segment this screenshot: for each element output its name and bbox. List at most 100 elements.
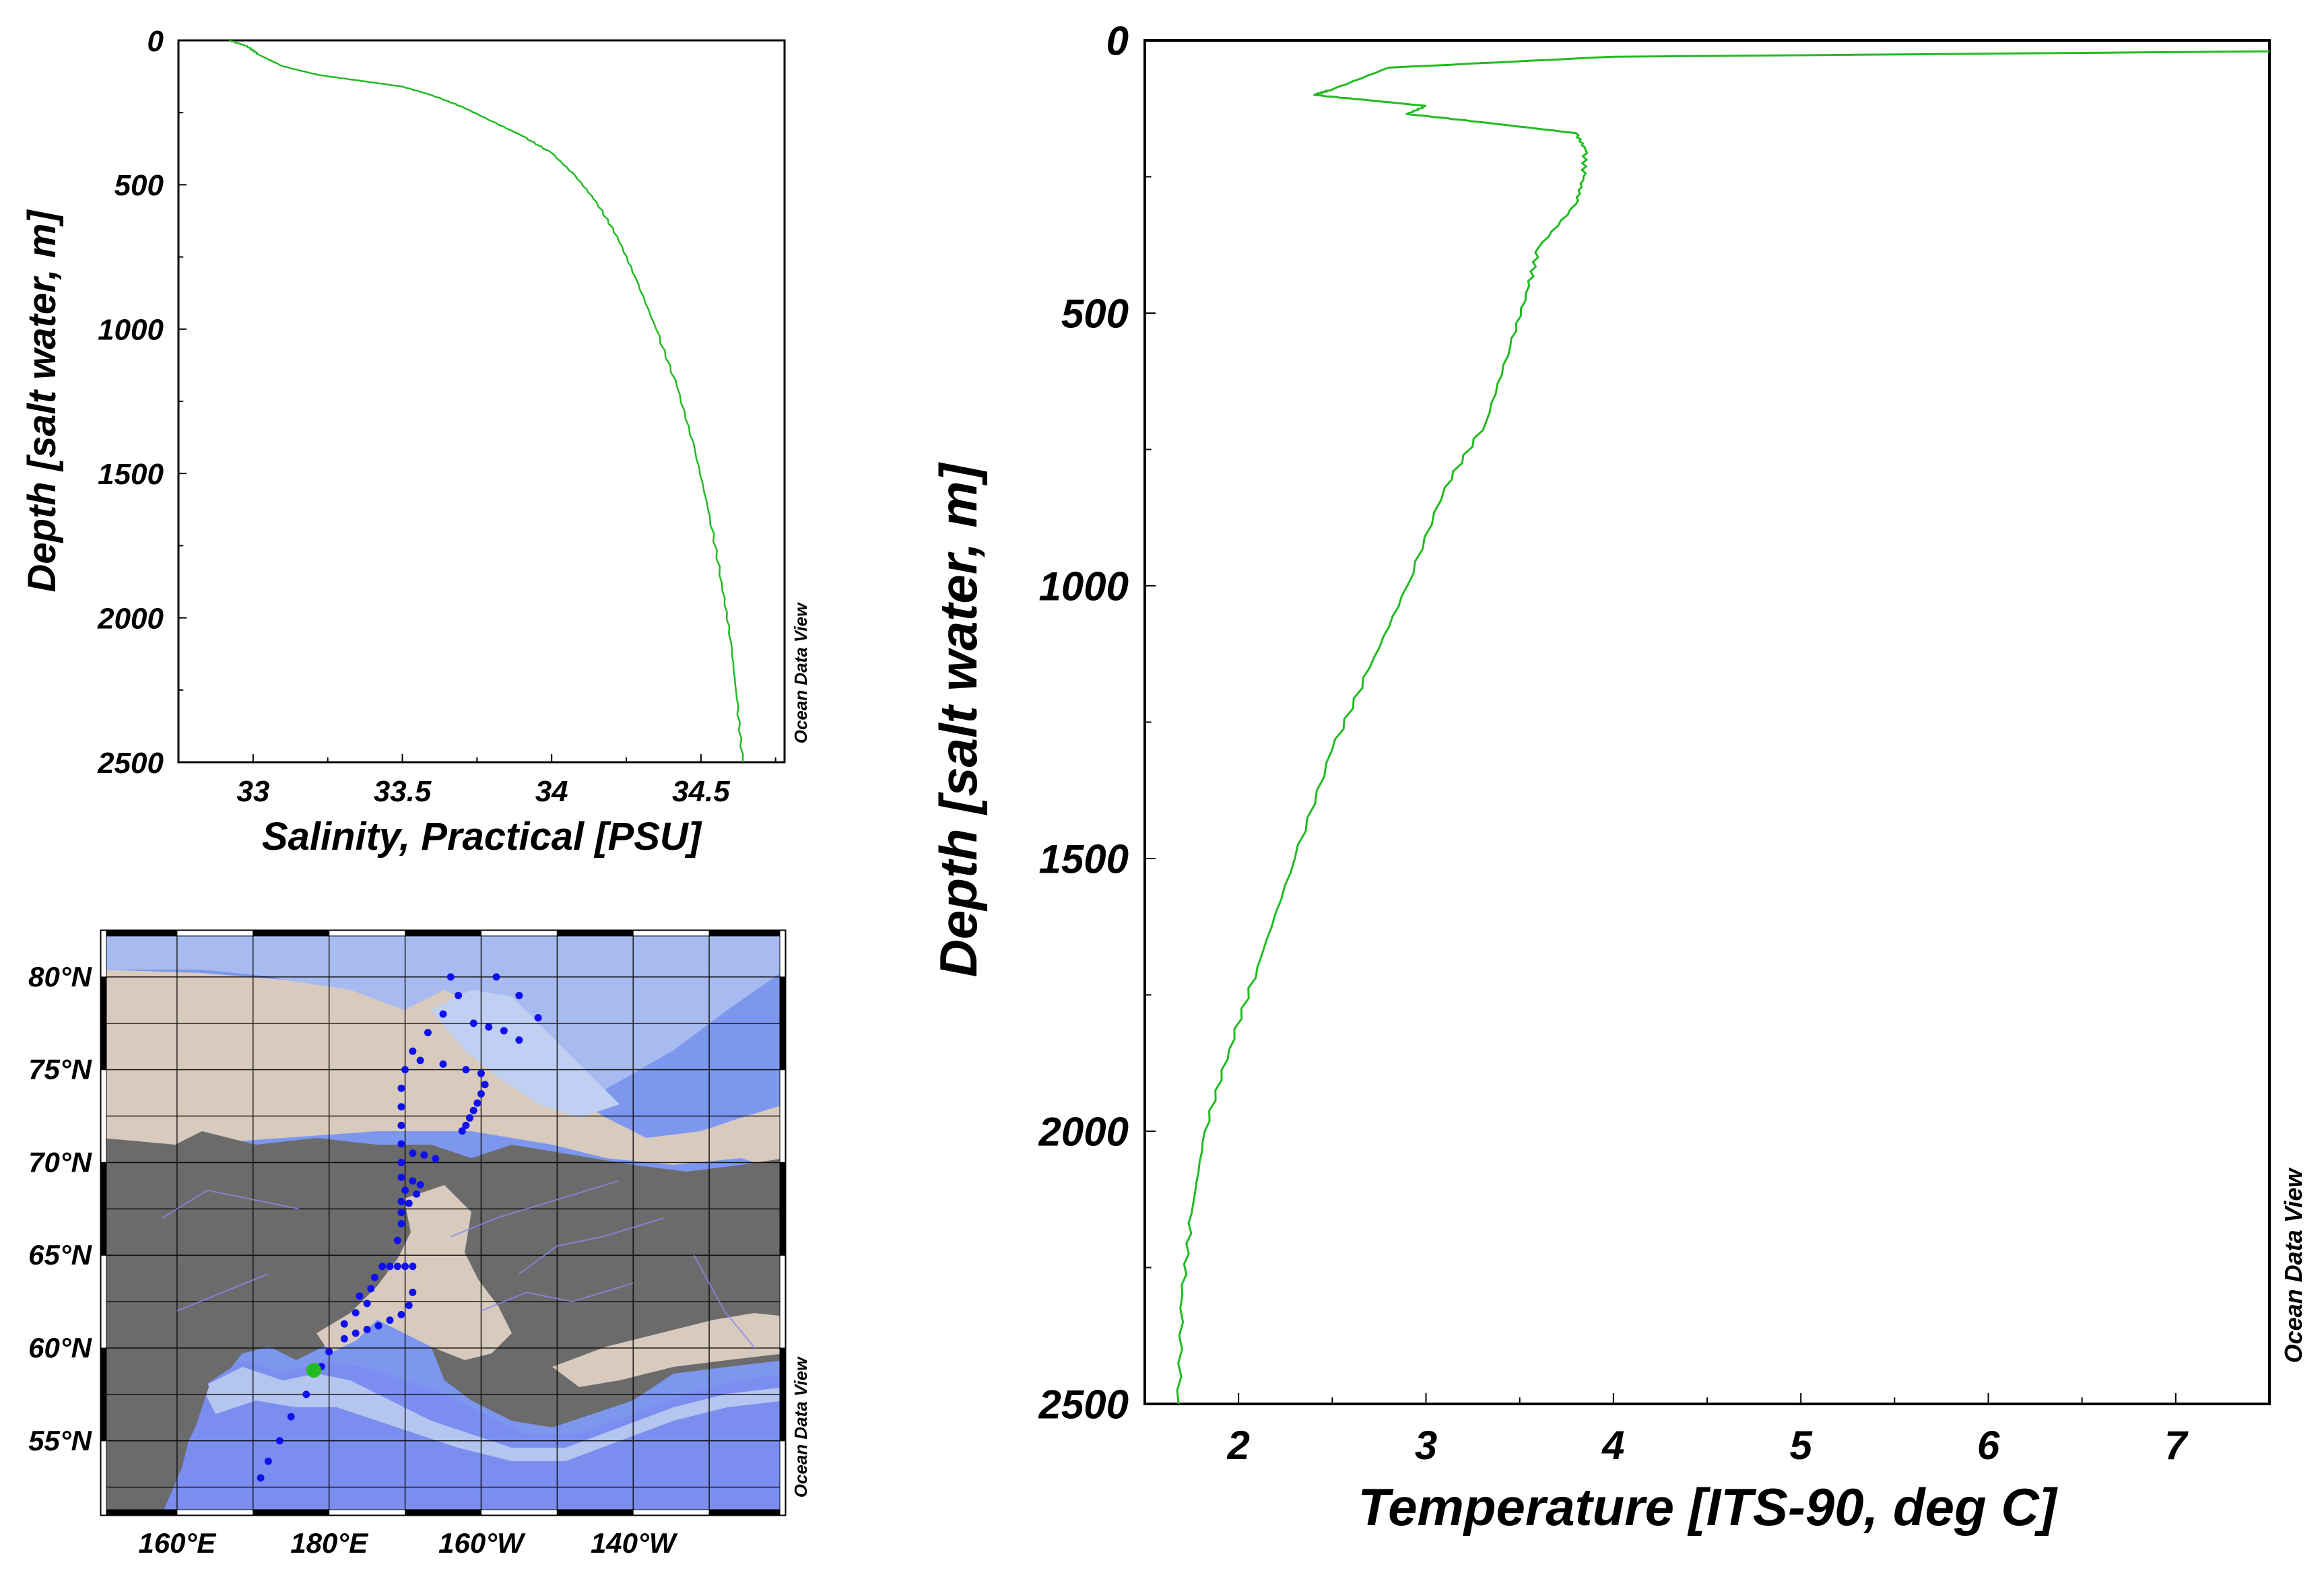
station-dot <box>500 1027 508 1035</box>
map-latitude-labels: 80°N 75°N 70°N 65°N 60°N 55°N <box>28 961 93 1456</box>
frame-scale-segment <box>100 1347 107 1442</box>
station-dot <box>374 1322 383 1330</box>
station-dot <box>409 1288 417 1296</box>
frame-scale-segment <box>708 930 786 937</box>
river-line <box>693 1254 756 1349</box>
station-dot <box>275 1437 284 1445</box>
salinity-series-line <box>228 39 744 763</box>
station-dot <box>458 1127 466 1135</box>
river-line <box>481 1282 634 1312</box>
station-dot <box>534 1014 542 1022</box>
frame-scale-segment <box>100 1509 178 1516</box>
temperature-watermark: Ocean Data View <box>2280 1168 2307 1364</box>
y-tick-label: 2000 <box>97 602 164 635</box>
station-dot <box>397 1219 405 1227</box>
latitude-label: 55°N <box>28 1425 93 1456</box>
y-tick-label: 2500 <box>97 747 164 780</box>
salinity-plot-frame <box>177 39 786 764</box>
station-dot <box>386 1263 394 1271</box>
station-dot <box>405 1302 413 1310</box>
station-dot <box>477 1089 485 1098</box>
map-scale-frame <box>100 930 786 1516</box>
salinity-x-axis-label: Salinity, Practical [PSU] <box>262 815 702 859</box>
station-dot <box>432 1155 440 1163</box>
longitude-label: 180°E <box>290 1527 369 1559</box>
station-dot <box>397 1084 405 1092</box>
station-dot <box>416 1181 424 1189</box>
x-tick-label: 33 <box>236 775 269 808</box>
station-dot <box>257 1474 265 1482</box>
x-tick-label: 34.5 <box>672 775 730 808</box>
station-dot <box>439 1060 447 1068</box>
river-line <box>161 1189 299 1219</box>
frame-scale-segment <box>253 930 330 937</box>
latitude-label: 65°N <box>28 1239 93 1271</box>
y-tick-label: 1000 <box>98 314 164 347</box>
station-dot <box>477 1069 485 1077</box>
y-tick-label: 2500 <box>1038 1382 1129 1427</box>
station-dot <box>378 1263 387 1271</box>
station-dot <box>397 1173 405 1181</box>
station-dot <box>492 973 500 981</box>
frame-scale-segment <box>480 1509 558 1516</box>
station-dot <box>325 1348 333 1356</box>
station-dot <box>412 1190 420 1198</box>
x-tick-label: 34 <box>535 775 568 808</box>
x-tick-label: 6 <box>1977 1423 2000 1468</box>
station-dot <box>515 1036 523 1044</box>
y-tick-label: 2000 <box>1038 1110 1129 1155</box>
frame-scale-segment <box>632 930 710 937</box>
current-station-dot <box>306 1363 322 1378</box>
river-line <box>176 1273 269 1312</box>
station-dot <box>466 1114 474 1122</box>
aleutian-shelf <box>202 1367 785 1461</box>
arctic-shallow-shelf <box>101 970 785 1172</box>
frame-scale-segment <box>100 976 107 1071</box>
frame-scale-segment <box>779 1069 786 1163</box>
station-dot <box>367 1285 375 1293</box>
map-watermark: Ocean Data View <box>791 1356 811 1498</box>
land-mass <box>101 1131 785 1515</box>
frame-scale-segment <box>779 930 786 978</box>
station-dot <box>356 1292 364 1300</box>
x-tick-label: 33.5 <box>374 775 432 808</box>
station-dot <box>424 1029 432 1037</box>
y-tick-label: 0 <box>1106 19 1129 64</box>
station-map: 80°N 75°N 70°N 65°N 60°N 55°N 160°E 180°E 160°W… <box>28 929 811 1559</box>
longitude-label: 140°W <box>591 1527 678 1559</box>
station-dot <box>473 1099 482 1107</box>
latitude-label: 75°N <box>28 1054 93 1085</box>
station-dot <box>370 1273 378 1281</box>
temperature-y-ticks: 0 500 1000 1500 2000 2500 <box>1038 19 1156 1427</box>
frame-scale-segment <box>480 930 558 937</box>
temperature-y-axis-label: Depth [salt water, m] <box>929 462 988 978</box>
station-dot <box>340 1320 348 1328</box>
station-dot <box>481 1081 489 1089</box>
y-tick-label: 500 <box>114 169 164 202</box>
y-tick-label: 500 <box>1061 292 1129 337</box>
x-tick-label: 2 <box>1226 1423 1249 1468</box>
river-line <box>450 1180 618 1238</box>
x-tick-label: 3 <box>1415 1423 1437 1468</box>
y-tick-label: 1500 <box>98 458 164 491</box>
salinity-y-ticks: 0 500 1000 1500 2000 2500 <box>97 25 187 780</box>
frame-scale-segment <box>253 1509 330 1516</box>
frame-scale-segment <box>100 1069 107 1163</box>
x-tick-label: 4 <box>1601 1423 1624 1468</box>
frame-scale-segment <box>556 1509 634 1516</box>
station-dot <box>287 1413 295 1421</box>
station-dot <box>393 1263 401 1271</box>
kamchatka-peninsula <box>148 1340 209 1502</box>
frame-scale-segment <box>100 1254 107 1349</box>
y-tick-label: 1000 <box>1039 564 1129 609</box>
frame-scale-segment <box>329 930 406 937</box>
frame-scale-segment <box>100 930 107 978</box>
station-dot <box>397 1158 405 1166</box>
station-dot <box>405 1199 413 1207</box>
map-longitude-labels: 160°E 180°E 160°W 140°W <box>138 1527 677 1559</box>
temperature-series-line <box>1176 50 2270 1405</box>
frame-scale-segment <box>405 1509 482 1516</box>
map-area <box>101 931 785 1515</box>
frame-scale-segment <box>779 976 786 1071</box>
frame-scale-segment <box>405 930 482 937</box>
